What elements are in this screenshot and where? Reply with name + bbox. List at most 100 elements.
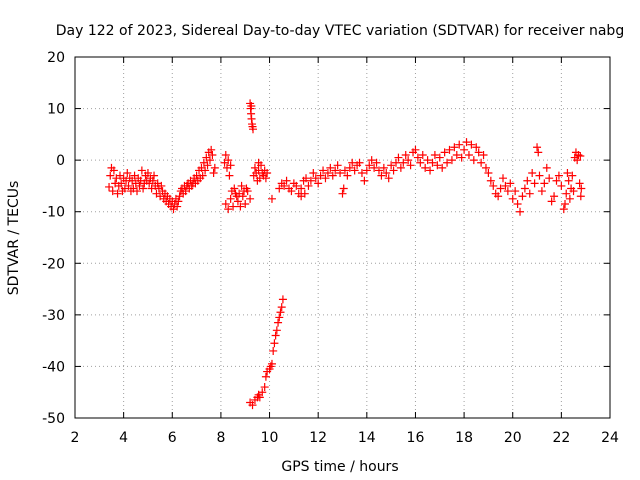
data-point (276, 308, 285, 317)
data-point (404, 156, 413, 165)
data-point (267, 194, 276, 203)
data-point (447, 156, 456, 165)
data-point (230, 184, 239, 193)
data-point (362, 166, 371, 175)
data-point (309, 169, 318, 178)
data-point (297, 184, 306, 193)
data-point (506, 179, 515, 188)
data-point (207, 145, 216, 154)
data-point (494, 192, 503, 201)
data-point (173, 202, 182, 211)
data-point (508, 194, 517, 203)
data-point (236, 202, 245, 211)
data-point (421, 163, 430, 172)
data-point (392, 158, 400, 167)
data-point (428, 158, 437, 167)
data-point (396, 163, 405, 172)
data-point (452, 150, 461, 159)
data-point (399, 158, 408, 167)
data-point (224, 205, 233, 214)
data-points (105, 99, 586, 410)
data-point (387, 161, 396, 170)
data-point (198, 171, 207, 180)
data-point (321, 174, 330, 183)
data-point (569, 187, 578, 196)
data-point (372, 158, 381, 167)
data-point (348, 158, 357, 167)
x-tick-label: 12 (309, 430, 327, 446)
data-point (540, 179, 549, 188)
data-point (575, 179, 584, 188)
data-point (418, 150, 427, 159)
data-point (534, 148, 543, 157)
data-point (435, 153, 444, 162)
data-point (113, 189, 122, 198)
data-point (545, 174, 554, 183)
y-tick-label: 20 (47, 50, 65, 66)
data-point (563, 169, 572, 178)
data-point (224, 156, 233, 165)
data-point (209, 169, 218, 178)
data-point (547, 197, 556, 206)
data-point (157, 181, 166, 190)
data-point (249, 125, 258, 134)
data-point (133, 187, 142, 196)
data-point (562, 189, 571, 198)
data-point (319, 166, 328, 175)
data-point (577, 184, 586, 193)
data-point (340, 166, 349, 175)
data-point (350, 166, 359, 175)
data-point (272, 326, 281, 335)
data-point (143, 169, 152, 178)
data-point (242, 184, 251, 193)
data-point (336, 169, 345, 178)
data-point (174, 197, 183, 206)
data-point (233, 197, 242, 206)
data-point (247, 101, 256, 110)
data-point (568, 171, 577, 180)
x-tick-label: 2 (71, 430, 80, 446)
y-axis-label: SDTVAR / TECUs (6, 181, 22, 296)
data-point (106, 171, 115, 180)
data-point (123, 169, 132, 178)
data-point (450, 143, 459, 152)
data-point (413, 153, 422, 162)
data-point (565, 194, 574, 203)
data-point (486, 176, 495, 185)
x-tick-label: 10 (261, 430, 279, 446)
data-point (499, 174, 507, 183)
data-point (345, 163, 354, 172)
data-point (489, 181, 498, 190)
data-point (258, 388, 267, 397)
data-point (525, 189, 534, 198)
data-point (523, 176, 532, 185)
x-tick-label: 4 (119, 430, 128, 446)
y-tick-label: -20 (42, 256, 65, 272)
y-tick-label: 0 (56, 153, 65, 169)
x-tick-label: 6 (168, 430, 177, 446)
data-point (426, 166, 435, 175)
data-point (528, 169, 537, 178)
x-tick-label: 8 (216, 430, 225, 446)
data-point (331, 166, 340, 175)
x-tick-label: 18 (455, 430, 473, 446)
data-point (302, 174, 311, 183)
data-point (554, 171, 563, 180)
data-point (406, 161, 415, 170)
data-point (511, 187, 520, 196)
data-point (379, 163, 388, 172)
data-point (430, 150, 439, 159)
data-point (564, 176, 573, 185)
data-point (208, 150, 217, 159)
data-point (535, 171, 544, 180)
data-point (261, 174, 270, 183)
data-point (306, 176, 315, 185)
data-point (574, 150, 583, 159)
x-tick-label: 22 (552, 430, 570, 446)
y-tick-label: -50 (42, 411, 65, 427)
data-point (433, 161, 442, 170)
data-point (316, 171, 325, 180)
data-point (374, 166, 383, 175)
x-axis-label: GPS time / hours (281, 459, 398, 475)
data-point (221, 199, 230, 208)
